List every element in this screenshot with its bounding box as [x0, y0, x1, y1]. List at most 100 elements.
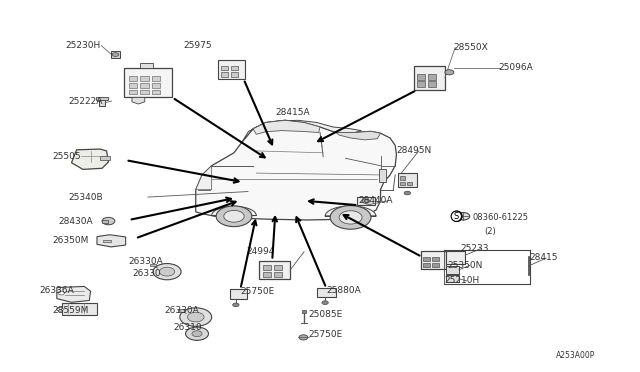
Circle shape: [57, 308, 63, 311]
Bar: [414, 66, 445, 90]
Bar: [62, 304, 97, 315]
Bar: [218, 60, 245, 79]
Bar: [417, 74, 425, 80]
Text: S: S: [454, 212, 459, 221]
Polygon shape: [97, 235, 125, 247]
Circle shape: [186, 327, 209, 340]
Text: 24994: 24994: [246, 247, 275, 256]
Bar: [423, 257, 429, 261]
Bar: [399, 182, 404, 185]
Polygon shape: [196, 166, 212, 190]
Circle shape: [330, 206, 371, 229]
Text: 26350M: 26350M: [52, 236, 89, 245]
Text: 26330A: 26330A: [164, 306, 198, 315]
Bar: [399, 176, 404, 180]
Circle shape: [233, 303, 239, 307]
Text: 28550X: 28550X: [454, 43, 488, 52]
Polygon shape: [57, 286, 91, 302]
Polygon shape: [243, 120, 362, 142]
Bar: [428, 74, 436, 80]
Text: A253A00P: A253A00P: [556, 351, 595, 360]
Circle shape: [102, 217, 115, 225]
Bar: [140, 63, 153, 68]
Bar: [231, 65, 239, 70]
Bar: [140, 76, 148, 81]
Bar: [103, 240, 111, 243]
Bar: [97, 97, 108, 100]
Text: 08360-61225: 08360-61225: [473, 213, 529, 222]
Circle shape: [299, 335, 308, 340]
Bar: [150, 264, 156, 266]
Polygon shape: [132, 97, 145, 104]
Text: 28559M: 28559M: [52, 306, 89, 315]
Polygon shape: [253, 120, 320, 134]
Bar: [152, 90, 160, 94]
Bar: [262, 272, 271, 277]
Bar: [230, 289, 247, 299]
Bar: [231, 72, 239, 77]
Bar: [178, 310, 184, 311]
Bar: [446, 251, 465, 264]
Bar: [129, 83, 137, 88]
Bar: [274, 265, 282, 270]
Bar: [99, 98, 105, 106]
Bar: [446, 275, 459, 282]
Text: 26336A: 26336A: [40, 286, 74, 295]
Circle shape: [322, 301, 328, 305]
Bar: [417, 81, 425, 87]
Text: 28440A: 28440A: [358, 196, 393, 205]
Text: 25750E: 25750E: [308, 330, 343, 339]
Text: 25350N: 25350N: [447, 261, 483, 270]
Text: 25096A: 25096A: [499, 63, 533, 72]
Bar: [274, 272, 282, 277]
Polygon shape: [212, 206, 256, 215]
Polygon shape: [72, 149, 108, 169]
Text: 25233: 25233: [460, 244, 489, 253]
Bar: [152, 83, 160, 88]
Text: 26330: 26330: [132, 269, 161, 278]
Bar: [152, 76, 160, 81]
Text: (2): (2): [484, 227, 496, 236]
Circle shape: [339, 211, 362, 224]
Circle shape: [362, 199, 370, 203]
Bar: [129, 90, 137, 94]
Text: 25750E: 25750E: [241, 287, 275, 296]
Text: 25085E: 25085E: [308, 310, 343, 319]
Bar: [432, 263, 438, 267]
Circle shape: [445, 70, 454, 75]
Bar: [428, 81, 436, 87]
Bar: [317, 288, 336, 297]
Text: 25222A: 25222A: [68, 97, 102, 106]
Bar: [406, 182, 412, 185]
Bar: [100, 157, 109, 160]
Bar: [262, 265, 271, 270]
Circle shape: [112, 53, 118, 57]
Polygon shape: [196, 120, 396, 220]
Bar: [129, 76, 137, 81]
Bar: [259, 261, 290, 279]
Text: 25975: 25975: [183, 41, 212, 50]
Circle shape: [58, 291, 65, 295]
Circle shape: [153, 263, 181, 280]
Text: 25230H: 25230H: [65, 41, 100, 50]
Text: 25880A: 25880A: [326, 286, 361, 295]
Polygon shape: [325, 206, 376, 216]
Bar: [397, 173, 417, 187]
Circle shape: [224, 211, 244, 222]
Text: 26310: 26310: [173, 323, 202, 331]
Text: 28430A: 28430A: [59, 217, 93, 225]
Circle shape: [159, 267, 175, 276]
Polygon shape: [336, 131, 381, 140]
Text: 28415: 28415: [529, 253, 557, 263]
Bar: [140, 90, 148, 94]
Bar: [221, 65, 228, 70]
Bar: [221, 72, 228, 77]
Bar: [302, 310, 306, 313]
Text: 25340B: 25340B: [68, 193, 103, 202]
Text: 28495N: 28495N: [396, 147, 432, 155]
Text: 25505: 25505: [52, 152, 81, 161]
Bar: [446, 266, 459, 274]
Bar: [423, 263, 429, 267]
Bar: [420, 251, 446, 269]
Circle shape: [404, 191, 410, 195]
